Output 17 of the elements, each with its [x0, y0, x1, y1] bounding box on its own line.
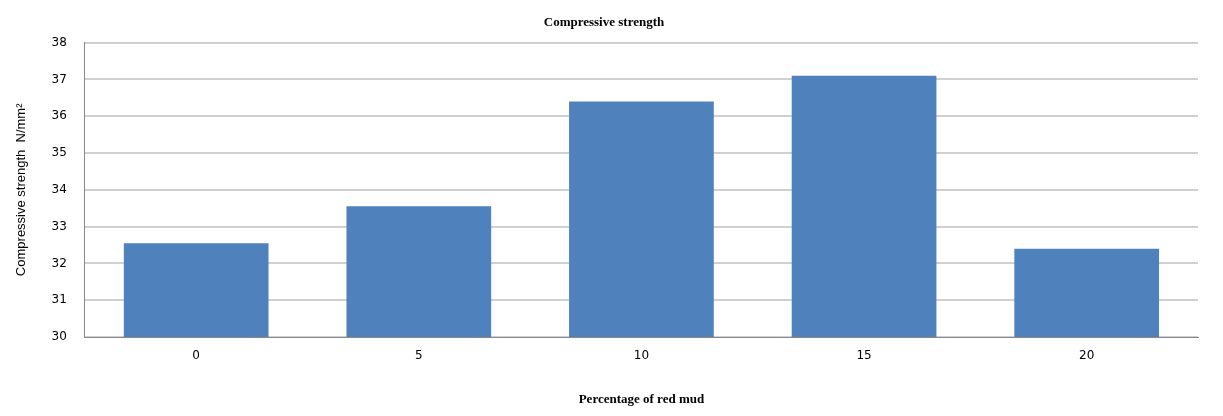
y-tick-label: 32 — [51, 255, 67, 270]
y-tick-label: 35 — [51, 145, 67, 160]
y-tick-label: 37 — [51, 71, 67, 86]
y-tick-label: 33 — [51, 218, 67, 233]
x-axis-title: Percentage of red mud — [578, 390, 705, 406]
y-tick-label: 36 — [51, 108, 67, 123]
x-tick-label: 5 — [414, 348, 423, 363]
y-tick-label: 31 — [51, 292, 67, 307]
y-tick-label: 30 — [51, 329, 67, 344]
chart-title: Compressive strength — [543, 14, 665, 30]
x-tick-label: 20 — [1079, 348, 1095, 363]
x-tick-label: 10 — [633, 348, 650, 363]
y-axis-title: Compressive strength N/mm² — [13, 102, 29, 277]
y-tick-label: 38 — [51, 34, 67, 49]
x-tick-label: 15 — [856, 348, 872, 363]
y-tick-label: 34 — [51, 181, 67, 196]
x-tick-label: 0 — [192, 348, 200, 363]
